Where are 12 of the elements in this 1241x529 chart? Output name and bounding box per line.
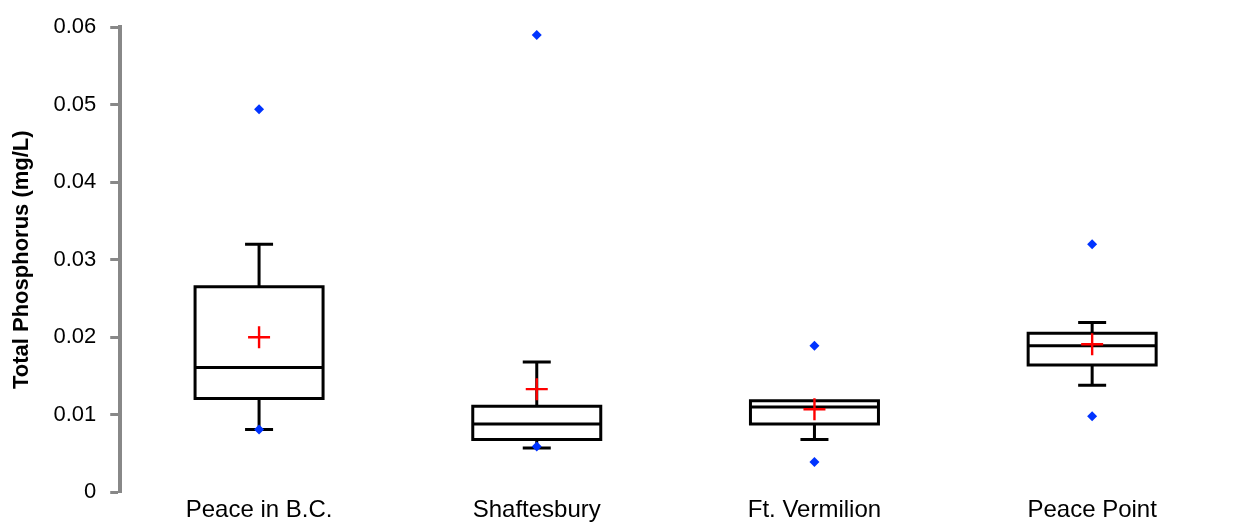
- y-tick-label: 0.02: [53, 323, 97, 349]
- x-tick-label: Peace Point: [1027, 495, 1158, 523]
- x-tick-label: Peace in B.C.: [185, 495, 333, 523]
- y-tick-label: 0.04: [53, 168, 97, 194]
- y-tick-label: 0.01: [53, 400, 97, 426]
- y-axis-title: Total Phosphorus (mg/L): [8, 130, 34, 390]
- y-tick-label: 0.03: [53, 245, 97, 271]
- y-tick-label: 0.06: [53, 13, 97, 39]
- x-tick-label: Shaftesbury: [472, 495, 601, 523]
- y-tick-label: 0: [83, 478, 97, 504]
- x-tick-label: Ft. Vermilion: [747, 495, 882, 523]
- y-tick-label: 0.05: [53, 90, 97, 116]
